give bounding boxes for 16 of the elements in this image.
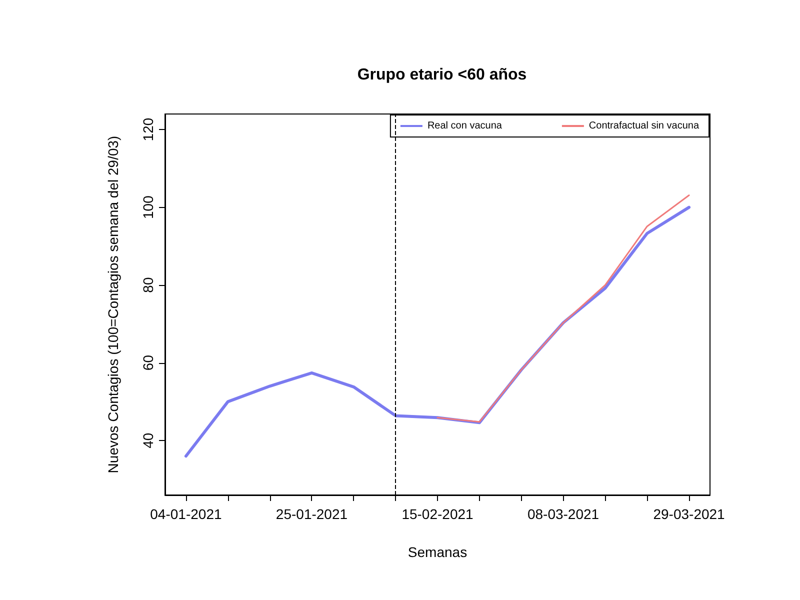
legend-label: Contrafactual sin vacuna <box>588 120 700 132</box>
x-tick-label: 29-03-2021 <box>653 506 726 522</box>
y-tick-label: 40 <box>140 432 156 448</box>
x-tick-label: 25-01-2021 <box>276 506 348 522</box>
x-tick-label: 15-02-2021 <box>402 506 474 522</box>
y-axis-title: Nuevos Contagios (100=Contagios semana del 29/03) <box>105 136 121 474</box>
y-tick-label: 60 <box>140 354 156 371</box>
x-tick-label: 04-01-2021 <box>150 506 222 522</box>
line-series <box>436 194 690 423</box>
x-tick-label: 08-03-2021 <box>527 506 600 522</box>
legend-label: Real con vacuna <box>427 120 502 132</box>
y-tick-label: 80 <box>140 277 156 293</box>
y-tick-label: 100 <box>140 195 156 219</box>
y-tick-label: 120 <box>140 118 156 142</box>
x-axis-title: Semanas <box>408 544 468 560</box>
chart-title: Grupo etario <60 años <box>357 66 527 84</box>
